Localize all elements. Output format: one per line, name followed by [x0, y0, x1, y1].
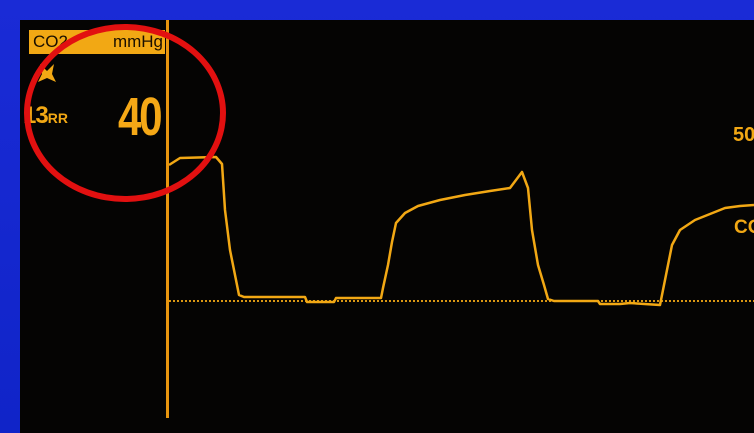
monitor-screen: CO2 mmHg 13RR 40 50 CO2 0 — [20, 20, 754, 433]
waveform-channel-label: CO2 — [734, 217, 754, 238]
waveform-scale-top-label: 50 — [733, 124, 754, 146]
highlight-circle — [24, 24, 226, 202]
panel-divider — [166, 20, 169, 418]
co2-trace — [168, 155, 754, 307]
capnography-waveform — [168, 155, 754, 307]
